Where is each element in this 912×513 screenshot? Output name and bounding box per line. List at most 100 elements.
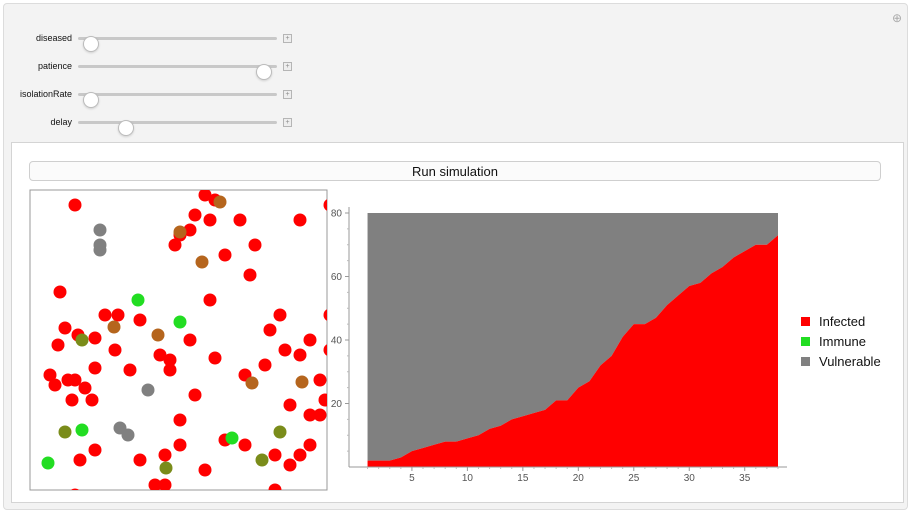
slider-thumb[interactable] <box>83 36 100 52</box>
particle <box>68 198 82 212</box>
control-label: patience <box>37 61 72 71</box>
x-tick-label: 25 <box>628 473 640 484</box>
expand-icon[interactable]: + <box>283 90 292 99</box>
particle <box>293 448 307 462</box>
particle <box>248 238 262 252</box>
particle <box>278 343 292 357</box>
expand-icon[interactable]: + <box>283 34 292 43</box>
particle <box>108 343 122 357</box>
particle <box>153 348 167 362</box>
particle <box>111 308 125 322</box>
particle <box>273 425 287 439</box>
particle <box>334 289 347 302</box>
particle <box>133 453 147 467</box>
particle <box>88 361 102 375</box>
particle <box>293 213 307 227</box>
particle <box>188 388 202 402</box>
particle <box>183 333 197 347</box>
particle <box>75 423 89 437</box>
particle <box>334 489 347 502</box>
particle <box>238 438 252 452</box>
run-simulation-button[interactable]: Run simulation <box>29 161 881 181</box>
y-tick-label: 20 <box>331 399 343 410</box>
particle <box>88 331 102 345</box>
particle <box>158 448 172 462</box>
x-tick-label: 15 <box>517 473 529 484</box>
particle <box>51 338 65 352</box>
delay-slider[interactable] <box>78 120 277 136</box>
particles <box>41 190 347 502</box>
particle <box>268 483 282 490</box>
particle <box>323 309 327 321</box>
diseased-slider[interactable] <box>78 36 277 52</box>
particle <box>41 456 55 470</box>
particle <box>61 373 75 387</box>
particle <box>225 431 239 445</box>
particle <box>245 376 259 390</box>
area-vulnerable <box>367 213 778 461</box>
particle <box>183 223 197 237</box>
manipulate-panel: ⊕ diseased + patience + isolationRate + … <box>3 3 908 510</box>
particle <box>243 268 257 282</box>
particle <box>203 213 217 227</box>
particle <box>75 333 89 347</box>
particle <box>173 315 187 329</box>
expand-icon[interactable]: + <box>283 62 292 71</box>
legend-label: Immune <box>819 334 866 349</box>
isolation-rate-slider[interactable] <box>78 92 277 108</box>
legend-swatch <box>801 357 810 366</box>
x-tick-label: 30 <box>684 473 696 484</box>
particle <box>107 320 121 334</box>
particle <box>93 223 107 237</box>
particle <box>283 398 297 412</box>
particle <box>151 328 165 342</box>
particle <box>58 321 72 335</box>
particle <box>323 344 327 356</box>
particle <box>198 190 212 202</box>
particle <box>53 285 67 299</box>
particle <box>173 225 187 239</box>
control-label: delay <box>50 117 72 127</box>
control-label: diseased <box>35 33 72 43</box>
particle <box>283 458 297 472</box>
particle <box>85 393 99 407</box>
particle <box>133 313 147 327</box>
particle <box>323 199 327 211</box>
patience-slider[interactable] <box>78 64 277 80</box>
legend-swatch <box>801 337 810 346</box>
y-tick-label: 80 <box>331 209 343 220</box>
control-row-delay: delay + <box>4 115 304 136</box>
particle <box>123 363 137 377</box>
particle <box>313 373 327 387</box>
particle <box>213 195 227 209</box>
slider-thumb[interactable] <box>255 64 272 80</box>
particle <box>255 453 269 467</box>
legend-label: Infected <box>819 314 866 329</box>
y-tick-label: 40 <box>331 336 343 347</box>
control-row-isolation-rate: isolationRate + <box>4 87 304 108</box>
particle <box>334 364 347 377</box>
particle <box>98 308 112 322</box>
particle <box>313 408 327 422</box>
particle <box>43 368 57 382</box>
particle <box>131 293 145 307</box>
plus-circle-icon[interactable]: ⊕ <box>891 11 903 25</box>
slider-thumb[interactable] <box>118 120 135 136</box>
x-tick-label: 35 <box>739 473 751 484</box>
legend-swatch <box>801 317 810 326</box>
particle <box>273 308 287 322</box>
particle <box>188 208 202 222</box>
output-panel: Run simulation 5 10 15 20 25 30 35 20 40 60 80 Inf… <box>11 142 904 503</box>
expand-icon[interactable]: + <box>283 118 292 127</box>
simulation-graphics: 5 10 15 20 25 30 35 20 40 60 80 <box>29 189 787 502</box>
particle <box>88 443 102 457</box>
particle <box>148 478 162 490</box>
particle <box>195 255 209 269</box>
particle <box>233 213 247 227</box>
x-tick-label: 10 <box>462 473 474 484</box>
x-tick-label: 5 <box>409 473 415 484</box>
particle <box>93 243 107 257</box>
slider-thumb[interactable] <box>83 92 100 108</box>
x-tick-label: 20 <box>573 473 585 484</box>
particle <box>268 448 282 462</box>
